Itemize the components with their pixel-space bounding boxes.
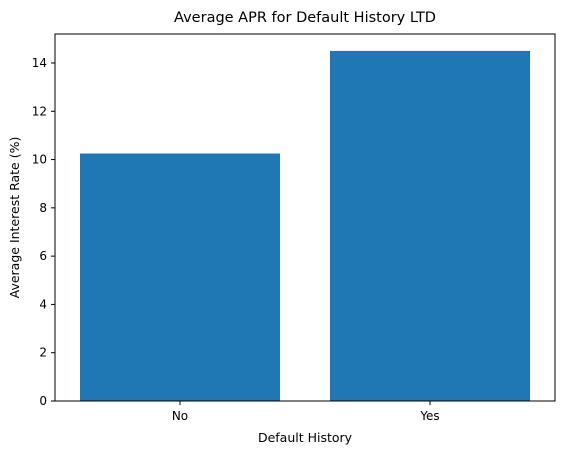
y-tick-label: 2 xyxy=(39,346,47,360)
x-axis: No Yes xyxy=(172,401,440,423)
x-tick-label: No xyxy=(172,409,188,423)
y-tick-label: 12 xyxy=(32,104,47,118)
y-tick-label: 4 xyxy=(39,297,47,311)
y-axis: 0 2 4 6 8 10 12 14 xyxy=(32,56,55,408)
y-tick-label: 6 xyxy=(39,249,47,263)
y-tick-label: 8 xyxy=(39,201,47,215)
bar-yes xyxy=(330,50,530,402)
bar-no xyxy=(80,153,280,401)
x-axis-label: Default History xyxy=(258,430,353,445)
y-tick-label: 14 xyxy=(32,56,47,70)
bars-group xyxy=(80,50,530,402)
x-tick-label: Yes xyxy=(419,409,439,423)
y-tick-label: 0 xyxy=(39,394,47,408)
plot-frame xyxy=(54,33,556,402)
y-tick-label: 10 xyxy=(32,153,47,167)
y-axis-label: Average Interest Rate (%) xyxy=(7,137,22,299)
chart-title: Average APR for Default History LTD xyxy=(174,10,436,26)
